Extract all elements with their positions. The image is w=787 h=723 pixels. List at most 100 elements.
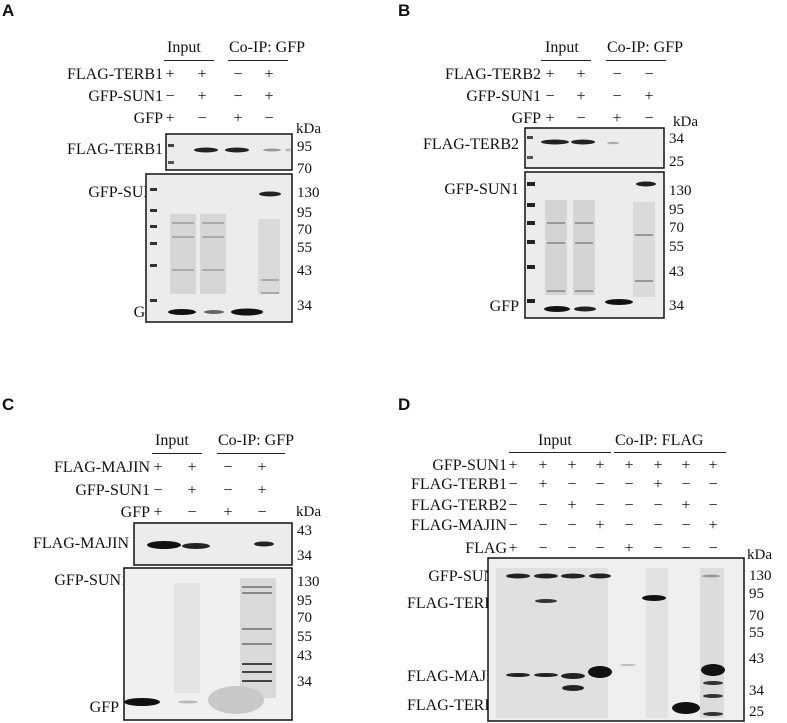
blot-label: GFP-SUN1 [444,181,519,198]
lane-sign: + [708,517,718,534]
row-label: GFP-SUN1 [466,88,541,105]
blot-label: GFP-SUN1 [54,572,129,589]
lane-sign: − [653,497,663,514]
lane-sign: − [644,110,654,127]
lane-sign: + [187,459,197,476]
lane-sign: + [576,66,586,83]
lane-sign: − [153,482,163,499]
mw-marker: 55 [297,629,312,645]
group-label-input: Input [545,39,579,56]
lane-sign: + [567,497,577,514]
lane-sign: + [576,88,586,105]
western-blot-top [165,133,293,171]
lane-sign: + [197,88,207,105]
lane-sign: − [681,540,691,557]
lane-sign: + [681,497,691,514]
lane-sign: − [708,540,718,557]
panel-letter-a: A [2,1,15,20]
lane-sign: + [153,459,163,476]
lane-sign: − [595,497,605,514]
western-blot-bottom [123,567,293,721]
row-label: GFP [120,504,150,521]
mw-marker: 43 [297,523,312,539]
lane-sign: − [508,476,518,493]
lane-sign: − [538,517,548,534]
lane-sign: − [653,517,663,534]
lane-sign: + [681,457,691,474]
lane-sign: − [708,476,718,493]
row-label: GFP-SUN1 [75,482,150,499]
mw-marker: 55 [669,239,684,255]
lane-sign: + [257,459,267,476]
group-underline [509,452,611,453]
lane-sign: + [708,457,718,474]
lane-sign: + [187,482,197,499]
kda-label: kDa [296,121,321,137]
lane-sign: + [653,457,663,474]
mw-marker: 34 [297,548,312,564]
row-label: GFP-SUN1 [432,457,507,474]
lane-sign: − [681,476,691,493]
lane-sign: + [567,457,577,474]
lane-sign: + [508,457,518,474]
western-blot [487,557,745,722]
kda-label: kDa [747,547,772,563]
mw-marker: 34 [297,674,312,690]
kda-label: kDa [673,114,698,130]
lane-sign: − [187,504,197,521]
blot-label: FLAG-MAJIN [407,668,503,685]
lane-sign: + [233,110,243,127]
row-label: FLAG-TERB2 [445,66,541,83]
mw-marker: 70 [297,161,312,177]
lane-sign: − [653,540,663,557]
lane-sign: + [595,517,605,534]
blot-label: GFP-SUN1 [88,184,163,201]
blot-label: FLAG-MAJIN [33,535,129,552]
group-underline [228,60,288,61]
group-label-input: Input [538,432,572,449]
lane-sign: + [165,66,175,83]
mw-marker: 95 [749,586,764,602]
group-underline [164,60,214,61]
mw-marker: 34 [669,298,684,314]
lane-sign: + [223,504,233,521]
lane-sign: + [153,504,163,521]
group-label-coip: Co-IP: GFP [218,432,295,449]
group-underline [152,453,202,454]
mw-marker: 43 [749,651,764,667]
lane-sign: − [595,476,605,493]
row-label: GFP [133,110,163,127]
mw-marker: 95 [669,202,684,218]
lane-sign: − [708,497,718,514]
group-underline [614,452,726,453]
mw-marker: 25 [749,704,764,720]
mw-marker: 95 [297,593,312,609]
lane-sign: − [223,459,233,476]
lane-sign: − [197,110,207,127]
row-label: FLAG-MAJIN [411,517,507,534]
row-label: GFP-SUN1 [88,88,163,105]
lane-sign: − [567,476,577,493]
mw-marker: 25 [669,154,684,170]
group-label-input: Input [155,432,189,449]
lane-sign: − [545,88,555,105]
row-label: FLAG-MAJIN [54,459,150,476]
group-label-coip: Co-IP: GFP [607,39,684,56]
lane-sign: − [567,540,577,557]
mw-marker: 70 [297,610,312,626]
lane-sign: + [165,110,175,127]
western-blot-bottom [145,173,293,323]
lane-sign: + [545,110,555,127]
lane-sign: + [545,66,555,83]
mw-marker: 43 [297,263,312,279]
mw-marker: 95 [297,139,312,155]
row-label: FLAG-TERB1 [67,66,163,83]
lane-sign: + [595,457,605,474]
lane-sign: + [624,457,634,474]
panel-letter-b: B [398,1,411,20]
group-label-coip: Co-IP: FLAG [615,432,704,449]
mw-marker: 70 [749,608,764,624]
blot-label: FLAG-TERB1 [407,595,503,612]
lane-sign: − [624,476,634,493]
lane-sign: + [508,540,518,557]
